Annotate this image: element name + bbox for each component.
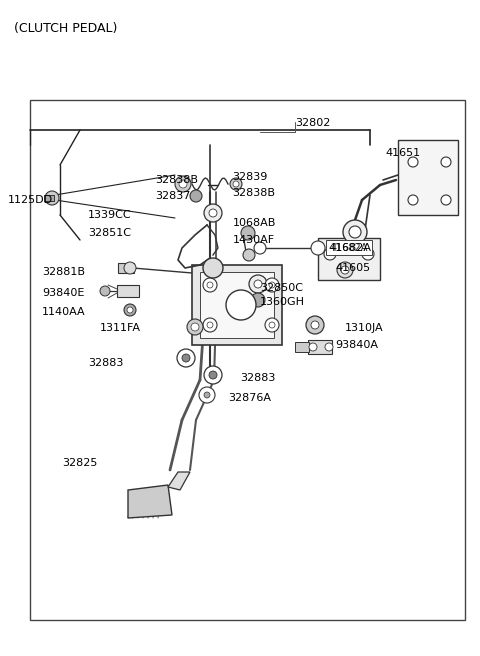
- Text: 32883: 32883: [88, 358, 123, 368]
- Circle shape: [182, 354, 190, 362]
- Circle shape: [311, 321, 319, 329]
- Circle shape: [204, 366, 222, 384]
- Circle shape: [337, 262, 353, 278]
- Text: 1068AB: 1068AB: [233, 218, 276, 228]
- Bar: [295, 342, 309, 352]
- Circle shape: [408, 195, 418, 205]
- Text: 41651: 41651: [385, 148, 420, 158]
- Text: 1310JA: 1310JA: [345, 323, 384, 333]
- Bar: [200, 272, 274, 338]
- Circle shape: [349, 226, 361, 238]
- Circle shape: [254, 242, 266, 254]
- Circle shape: [324, 248, 336, 260]
- Bar: [44, 195, 54, 201]
- Circle shape: [309, 343, 317, 351]
- Text: (CLUTCH PEDAL): (CLUTCH PEDAL): [14, 22, 118, 35]
- Circle shape: [341, 266, 349, 274]
- Text: 32802: 32802: [295, 118, 330, 128]
- Circle shape: [190, 190, 202, 202]
- Bar: [318, 238, 380, 280]
- Circle shape: [249, 275, 267, 293]
- Circle shape: [179, 180, 187, 188]
- Text: 41682A: 41682A: [330, 243, 368, 253]
- Circle shape: [241, 226, 255, 240]
- Circle shape: [203, 258, 223, 278]
- Bar: [326, 240, 372, 255]
- Text: 32883: 32883: [240, 373, 276, 383]
- Circle shape: [269, 282, 275, 288]
- Circle shape: [441, 195, 451, 205]
- Text: 93840A: 93840A: [335, 340, 378, 350]
- Text: 32850C: 32850C: [260, 283, 303, 293]
- Circle shape: [343, 220, 367, 244]
- Text: 32851C: 32851C: [88, 228, 131, 238]
- Circle shape: [177, 349, 195, 367]
- Circle shape: [226, 290, 256, 320]
- Text: 32839: 32839: [232, 172, 267, 182]
- Circle shape: [187, 319, 203, 335]
- Circle shape: [203, 278, 217, 292]
- Polygon shape: [168, 472, 190, 490]
- Circle shape: [269, 322, 275, 328]
- Text: 32876A: 32876A: [228, 393, 271, 403]
- Text: 32825: 32825: [62, 458, 97, 468]
- Circle shape: [325, 343, 333, 351]
- Bar: [308, 340, 332, 354]
- Bar: [398, 140, 458, 215]
- Circle shape: [127, 307, 133, 313]
- Circle shape: [207, 282, 213, 288]
- Circle shape: [204, 204, 222, 222]
- Circle shape: [265, 278, 279, 292]
- Bar: [30, 100, 465, 620]
- Circle shape: [175, 176, 191, 192]
- Circle shape: [306, 316, 324, 334]
- Text: 32881B: 32881B: [42, 267, 85, 277]
- Circle shape: [207, 322, 213, 328]
- Text: 41605: 41605: [335, 263, 370, 273]
- Text: 1140AA: 1140AA: [42, 307, 85, 317]
- Circle shape: [233, 181, 239, 187]
- Circle shape: [441, 157, 451, 167]
- Circle shape: [408, 157, 418, 167]
- Text: 32838B: 32838B: [155, 175, 198, 185]
- Circle shape: [362, 248, 374, 260]
- Text: 1125DD: 1125DD: [8, 195, 53, 205]
- Circle shape: [124, 304, 136, 316]
- Text: 1430AF: 1430AF: [233, 235, 275, 245]
- Circle shape: [100, 286, 110, 296]
- Text: 93840E: 93840E: [42, 288, 84, 298]
- Circle shape: [254, 280, 262, 288]
- Circle shape: [124, 262, 136, 274]
- Circle shape: [265, 318, 279, 332]
- Circle shape: [45, 191, 59, 205]
- Circle shape: [199, 387, 215, 403]
- Circle shape: [203, 318, 217, 332]
- Circle shape: [191, 323, 199, 331]
- Bar: [118, 263, 134, 273]
- Circle shape: [251, 293, 265, 307]
- Circle shape: [209, 209, 217, 217]
- Text: 1339CC: 1339CC: [88, 210, 132, 220]
- Text: 1360GH: 1360GH: [260, 297, 305, 307]
- Text: 1311FA: 1311FA: [100, 323, 141, 333]
- Text: 41682A: 41682A: [328, 243, 371, 253]
- Text: 32838B: 32838B: [232, 188, 275, 198]
- Bar: [117, 285, 139, 297]
- Circle shape: [230, 178, 242, 190]
- Polygon shape: [128, 485, 172, 518]
- Circle shape: [204, 392, 210, 398]
- Circle shape: [311, 241, 325, 255]
- Circle shape: [209, 371, 217, 379]
- Text: 32837: 32837: [155, 191, 191, 201]
- Bar: [192, 265, 282, 345]
- Circle shape: [243, 249, 255, 261]
